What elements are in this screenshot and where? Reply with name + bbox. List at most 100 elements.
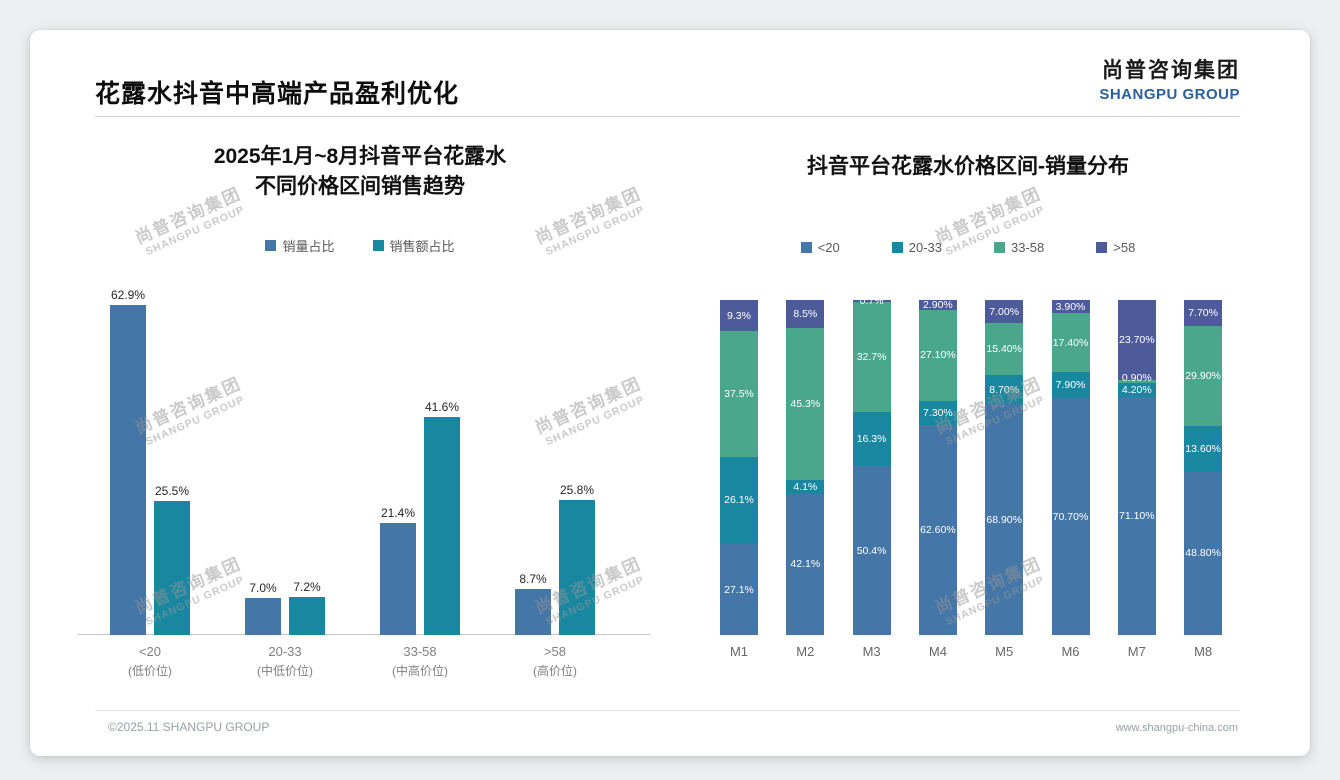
x-axis-label: M6 [1061,644,1080,659]
bar-segment->58 [918,300,957,311]
bar-segment-label: 0.90% [1121,371,1152,384]
bar-segment-label: 71.10% [1118,509,1155,522]
bar-segment-label: 27.10% [920,349,956,362]
x-axis-label-main: 33-58 [403,644,437,659]
watermark-en-text: SHANGPU GROUP [943,203,1047,259]
x-axis-label-main: <20 [138,644,162,659]
x-axis-label: M4 [928,644,947,659]
bar-segment-label: 4.20% [1121,383,1152,396]
bar-segment-label: 37.5% [724,387,754,400]
bar-segment->58 [1117,300,1156,380]
bar-segment-<20 [1117,396,1156,635]
bar-segment-33-58 [852,302,891,412]
bar-segment-<20 [1051,398,1090,635]
bar-segment-20-33 [720,456,758,545]
bar-销售额占比 [154,501,190,635]
x-axis-label-sub: (高价位) [533,664,577,678]
right-chart-plot: 27.1% 26.1% 37.5% 9.3% M1 42.1% 4.1% 45.3% 8.5% M… [720,295,1223,659]
bar-segment-33-58 [1184,325,1223,426]
bar-segment-label: 13.60% [1185,442,1221,455]
bar-segment-33-58 [918,310,957,401]
bar-segment-label: 0.7% [859,294,884,307]
bar-segment-label: 32.7% [856,350,887,363]
left-chart-title: 2025年1月~8月抖音平台花露水 不同价格区间销售趋势 [70,142,650,202]
bar-segment-label: 17.40% [1052,336,1089,349]
bar-segment-label: 62.60% [920,524,956,537]
bar-segment-label: 4.1% [793,481,818,494]
x-axis-label: M8 [1194,644,1213,659]
stacked-bar: 27.1% 26.1% 37.5% 9.3% [720,300,758,635]
bar-value-label: 41.6% [424,399,460,414]
bar-销量占比 [110,304,146,635]
legend-swatch [800,242,812,253]
bar-segment-label: 29.90% [1185,369,1221,382]
legend-item: 销售额占比 [372,236,455,255]
bar-segment->58 [786,300,825,329]
right-chart-title: 抖音平台花露水价格区间-销量分布 [807,155,1129,178]
bar-segment-label: 15.40% [986,343,1022,356]
legend-swatch [372,240,384,251]
bar-segment-<20 [852,466,891,635]
bar-value-label: 7.0% [249,581,277,596]
bar-segment-label: 8.5% [793,308,818,321]
bar-segment-label: 26.1% [724,494,754,507]
bar-segment-<20 [1184,471,1223,635]
footer-website: www.shangpu-china.com [1115,722,1238,734]
x-axis-label: >58 (高价位) [495,644,615,679]
legend-item: <20 [800,240,840,255]
left-chart-plot: 62.9% 25.5% <20 (低价位) 7.0% 7.2% 20-33 (中低价位) 21.… [78,288,650,678]
bar-segment-label: 7.70% [1188,306,1218,319]
bar-segment-33-58 [720,331,758,457]
x-axis-label-sub: (低价位) [128,664,172,678]
stacked-bar: 62.60% 7.30% 27.10% 2.90% [918,299,957,635]
page-title: 花露水抖音中高端产品盈利优化 [95,80,460,108]
bar-销量占比 [245,598,281,635]
legend-item: 销量占比 [265,236,335,255]
x-axis-label-sub: (中低价位) [257,664,313,678]
x-axis-line [78,634,650,635]
bar-segment-20-33 [1051,371,1090,399]
bar-value-label: 25.5% [154,484,190,499]
legend-swatch [1096,242,1108,253]
x-axis-label: M1 [729,644,749,659]
x-axis-label: 33-58 (中高价位) [360,644,480,679]
bar-segment->58 [1184,300,1223,326]
left-chart-title-line1: 2025年1月~8月抖音平台花露水 [213,145,507,168]
left-chart-legend: 销量占比 销售额占比 [70,236,650,255]
bar-segment-33-58 [985,323,1024,376]
legend-swatch [265,240,277,251]
bar-segment-20-33 [1184,425,1223,472]
bar-segment-label: 7.30% [923,407,953,420]
stacked-bar: 71.10% 4.20% 0.90% 23.70% [1117,300,1156,635]
bar-segment-label: 45.3% [790,398,821,411]
bar-销售额占比 [289,597,325,635]
bar-segment->58 [1051,300,1090,314]
bar-segment-label: 2.90% [923,299,953,312]
bar-segment-label: 7.00% [989,305,1020,318]
left-chart-title-line2: 不同价格区间销售趋势 [255,175,465,198]
legend-swatch [891,242,903,253]
bar-segment-label: 50.4% [856,544,887,557]
bar-segment-label: 3.90% [1055,300,1086,313]
stacked-bar: 68.90% 8.70% 15.40% 7.00% [985,300,1024,635]
x-axis-label: M7 [1127,644,1146,659]
legend-item-label: >58 [1113,240,1136,255]
bar-segment-33-58 [1117,379,1156,383]
bar-value-label: 8.7% [519,572,547,587]
bar-segment-33-58 [1051,313,1090,372]
x-axis-label: M5 [995,644,1014,659]
bar-销量占比 [515,589,551,635]
x-axis-label-main: 20-33 [268,644,302,659]
bar-segment-20-33 [985,375,1024,405]
legend-item-label: <20 [817,240,840,255]
bar-segment->58 [720,300,758,332]
bar-销量占比 [380,522,416,635]
bar-segment-<20 [918,425,957,635]
legend-item: 20-33 [891,240,942,255]
bar-segment->58 [852,299,891,303]
bar-segment-label: 70.70% [1052,510,1089,523]
bar-segment-20-33 [1117,382,1156,397]
bar-value-label: 7.2% [293,580,321,595]
x-axis-label: <20 (低价位) [90,644,210,679]
legend-item: 33-58 [994,240,1044,255]
